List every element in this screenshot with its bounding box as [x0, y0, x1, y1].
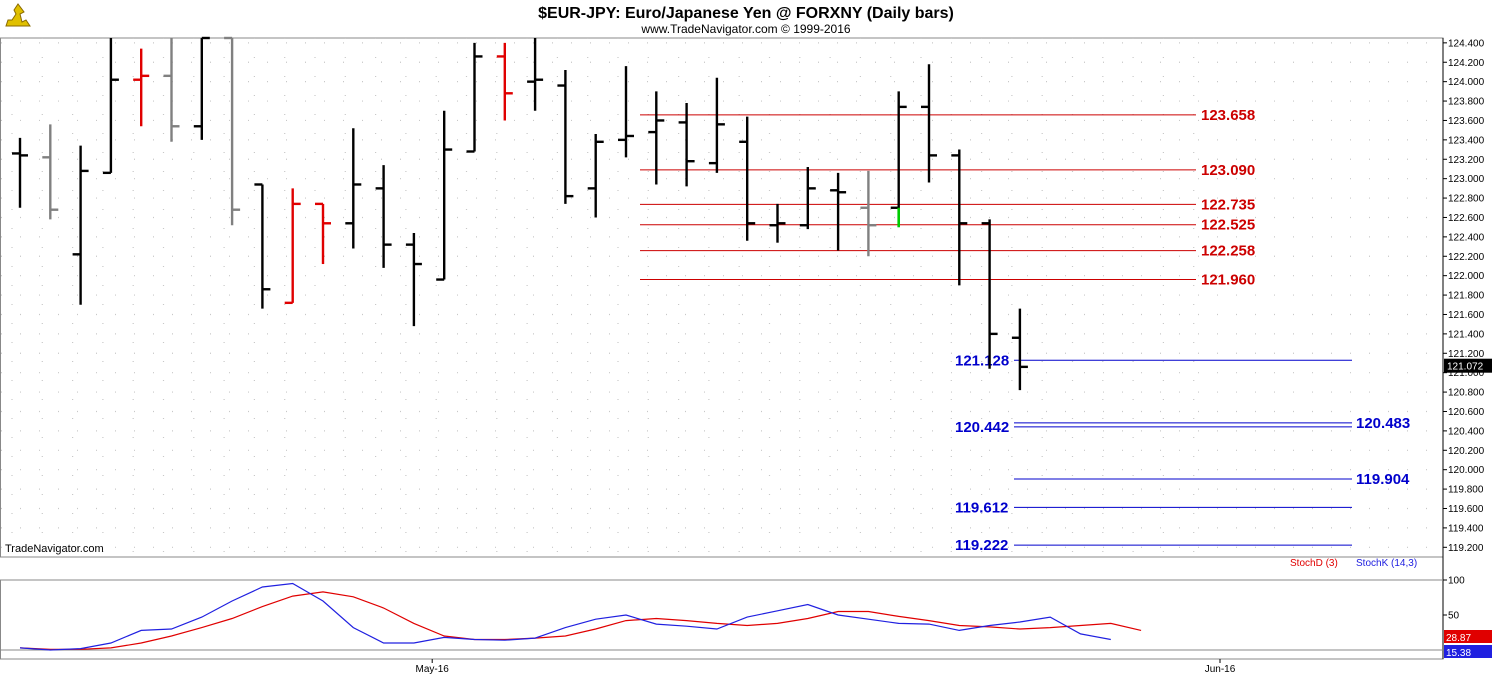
price-tick-label: 122.400: [1448, 232, 1485, 243]
red-level-label: 122.258: [1201, 243, 1255, 260]
blue-level-label: 119.612: [955, 499, 1008, 516]
price-tick-label: 120.600: [1448, 407, 1485, 418]
red-level-label: 123.658: [1201, 107, 1255, 124]
ohlc-bar: [375, 165, 392, 268]
price-tick-label: 122.600: [1448, 213, 1485, 224]
price-tick-label: 120.000: [1448, 465, 1485, 476]
ohlc-bar: [981, 219, 998, 369]
stoch-last-label: 28.87: [1446, 633, 1471, 644]
ohlc-bar: [315, 202, 331, 265]
ohlc-bar: [224, 36, 241, 226]
ohlc-bar: [557, 70, 574, 204]
ohlc-bar: [42, 124, 59, 220]
ohlc-bar: [436, 110, 453, 281]
ohlc-bar: [860, 170, 877, 257]
stoch-tick-label: 100: [1448, 576, 1465, 587]
ohlc-bar: [951, 149, 968, 286]
ohlc-bar: [678, 102, 695, 187]
stoch-legend-label: StochK (14,3): [1356, 558, 1417, 569]
last-price-label: 121.072: [1447, 362, 1484, 373]
price-tick-label: 123.200: [1448, 155, 1485, 166]
stochastic-panel: 100 50 28.87 StochD (3) 15.38 StochK (14,3): [0, 558, 1492, 659]
price-grid: [0, 37, 1444, 660]
price-tick-label: 120.200: [1448, 446, 1485, 457]
price-tick-label: 120.400: [1448, 426, 1485, 437]
blue-level-label: 121.128: [955, 352, 1009, 369]
copyright-text: www.TradeNavigator.com © 1999-2016: [640, 22, 850, 36]
price-tick-label: 124.000: [1448, 77, 1485, 88]
ohlc-bar: [618, 66, 634, 158]
ohlc-bar: [12, 137, 28, 208]
price-tick-label: 123.000: [1448, 174, 1485, 185]
price-tick-label: 119.400: [1448, 523, 1484, 534]
last-price-box: [1444, 358, 1492, 373]
ohlc-bar: [739, 116, 756, 241]
ohlc-bar: [466, 42, 483, 153]
stoch-last-box: [1444, 645, 1492, 658]
ohlc-bar: [133, 48, 150, 127]
blue-level-label: 120.483: [1356, 415, 1410, 432]
stoch-tick-label: 50: [1448, 611, 1460, 622]
price-tick-label: 119.800: [1448, 485, 1484, 496]
stoch-last-box: [1444, 630, 1492, 643]
trade-navigator-logo-icon: [5, 3, 31, 27]
price-axis: 124.400 124.200 124.000 123.800 123.600 123.4…: [416, 38, 1492, 675]
ohlc-bar: [708, 77, 725, 173]
ohlc-bar: [769, 203, 786, 243]
ohlc-bar: [890, 91, 907, 228]
ohlc-bar: [254, 183, 271, 309]
stoch-k-line: [19, 582, 1111, 651]
price-tick-label: 119.200: [1448, 543, 1484, 554]
price-tick-label: 123.600: [1448, 116, 1485, 127]
chart-title: $EUR-JPY: Euro/Japanese Yen @ FORXNY (Da…: [538, 5, 954, 22]
price-bars: [12, 36, 1028, 391]
x-tick-label: Jun-16: [1205, 664, 1236, 675]
ohlc-bar: [72, 145, 89, 305]
price-tick-label: 121.800: [1448, 291, 1485, 302]
ohlc-bar: [527, 38, 544, 111]
red-level-label: 123.090: [1201, 162, 1255, 179]
ohlc-bar: [1011, 308, 1028, 391]
price-tick-label: 121.600: [1448, 310, 1485, 321]
stoch-legend-label: StochD (3): [1290, 558, 1338, 569]
red-level-label: 121.960: [1201, 272, 1255, 289]
watermark-text: TradeNavigator.com: [5, 543, 104, 555]
ohlc-bar: [830, 172, 847, 251]
price-tick-label: 123.800: [1448, 97, 1485, 108]
price-tick-label: 121.200: [1448, 349, 1485, 360]
ohlc-bar: [921, 64, 937, 183]
ohlc-bar: [648, 91, 665, 185]
stoch-d-line: [19, 591, 1142, 650]
ohlc-bar: [345, 128, 362, 249]
price-tick-label: 122.200: [1448, 252, 1485, 263]
blue-level-label: 120.442: [955, 419, 1009, 436]
ohlc-bar: [587, 134, 604, 218]
price-tick-label: 124.400: [1448, 38, 1485, 49]
ohlc-bar: [799, 167, 816, 230]
price-tick-label: 123.400: [1448, 135, 1485, 146]
stoch-last-label: 15.38: [1446, 648, 1471, 659]
price-tick-label: 120.800: [1448, 388, 1485, 399]
red-level-label: 122.525: [1201, 217, 1255, 234]
price-tick-label: 122.800: [1448, 194, 1485, 205]
price-tick-label: 122.000: [1448, 271, 1485, 282]
ohlc-bar: [496, 42, 513, 121]
ohlc-bar: [284, 188, 301, 305]
ohlc-bar: [405, 232, 422, 327]
ohlc-bar: [102, 38, 119, 175]
price-tick-label: 121.000: [1448, 368, 1485, 379]
red-level-label: 122.735: [1201, 196, 1255, 213]
price-levels: 123.658 123.090 122.735 122.525 122.258 121.9…: [640, 107, 1410, 554]
price-tick-label: 121.400: [1448, 329, 1485, 340]
ohlc-bar: [193, 36, 210, 140]
ohlc-bar: [163, 38, 180, 142]
x-tick-label: May-16: [416, 664, 450, 675]
stoch-frame: [0, 579, 1444, 660]
price-tick-label: 124.200: [1448, 58, 1485, 69]
price-tick-label: 119.600: [1448, 504, 1484, 515]
blue-level-label: 119.904: [1356, 471, 1410, 488]
blue-level-label: 119.222: [955, 537, 1008, 554]
